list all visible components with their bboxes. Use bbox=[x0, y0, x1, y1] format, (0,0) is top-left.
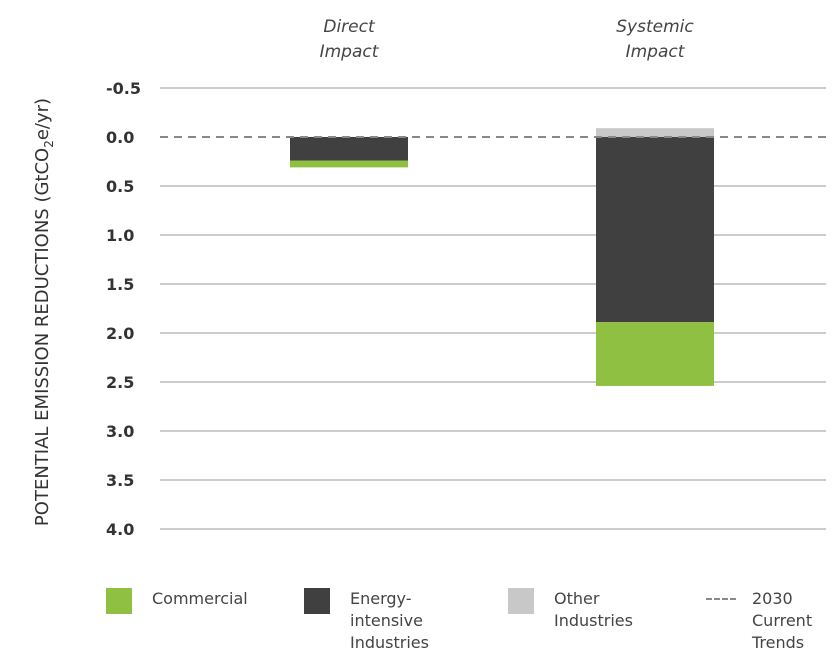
legend-label: 2030 Current Trends bbox=[752, 589, 813, 652]
y-tick-label: 1.0 bbox=[106, 226, 134, 245]
category-header: Impact bbox=[320, 42, 380, 62]
y-axis-label-sub: 2 bbox=[42, 140, 56, 148]
category-headers: Direct Impact Systemic Impact bbox=[320, 17, 695, 62]
bar-segment bbox=[596, 128, 714, 137]
y-tick-labels: -0.5 0.0 0.5 1.0 1.5 2.0 2.5 3.0 3.5 4.0 bbox=[106, 79, 141, 539]
legend-swatch bbox=[106, 588, 132, 614]
legend-dash-marker bbox=[706, 598, 736, 600]
legend-label: Other Industries bbox=[554, 589, 633, 630]
legend-swatch bbox=[304, 588, 330, 614]
legend-item: 2030 Current Trends bbox=[706, 588, 826, 658]
y-tick-label: 2.5 bbox=[106, 373, 134, 392]
y-axis-label-end: e/yr) bbox=[32, 98, 53, 140]
y-tick-label: 3.0 bbox=[106, 422, 134, 441]
bar-segment bbox=[596, 137, 714, 323]
category-header: Systemic bbox=[616, 17, 694, 37]
y-tick-label: 4.0 bbox=[106, 520, 134, 539]
y-tick-label: -0.5 bbox=[106, 79, 141, 98]
category-header: Impact bbox=[626, 42, 686, 62]
y-tick-label: 1.5 bbox=[106, 275, 134, 294]
bar-segment bbox=[290, 160, 408, 168]
y-tick-label: 0.0 bbox=[106, 128, 134, 147]
y-tick-label: 0.5 bbox=[106, 177, 134, 196]
y-axis-label-main: POTENTIAL EMISSION REDUCTIONS (GtCO bbox=[32, 148, 53, 526]
legend-swatch bbox=[508, 588, 534, 614]
bar-segment bbox=[290, 137, 408, 161]
legend-label: Energy- intensive Industries bbox=[350, 589, 429, 652]
y-axis-label: POTENTIAL EMISSION REDUCTIONS (GtCO2e/yr… bbox=[32, 98, 56, 526]
category-header: Direct bbox=[323, 17, 376, 37]
y-tick-label: 3.5 bbox=[106, 471, 134, 490]
legend-item: Other Industries bbox=[508, 588, 688, 658]
grid-lines bbox=[160, 87, 826, 530]
bars bbox=[290, 128, 714, 386]
bar-segment bbox=[596, 322, 714, 386]
legend-label: Commercial bbox=[152, 589, 248, 608]
y-tick-label: 2.0 bbox=[106, 324, 134, 343]
legend-item: Commercial bbox=[106, 588, 286, 658]
legend-item: Energy- intensive Industries bbox=[304, 588, 484, 658]
